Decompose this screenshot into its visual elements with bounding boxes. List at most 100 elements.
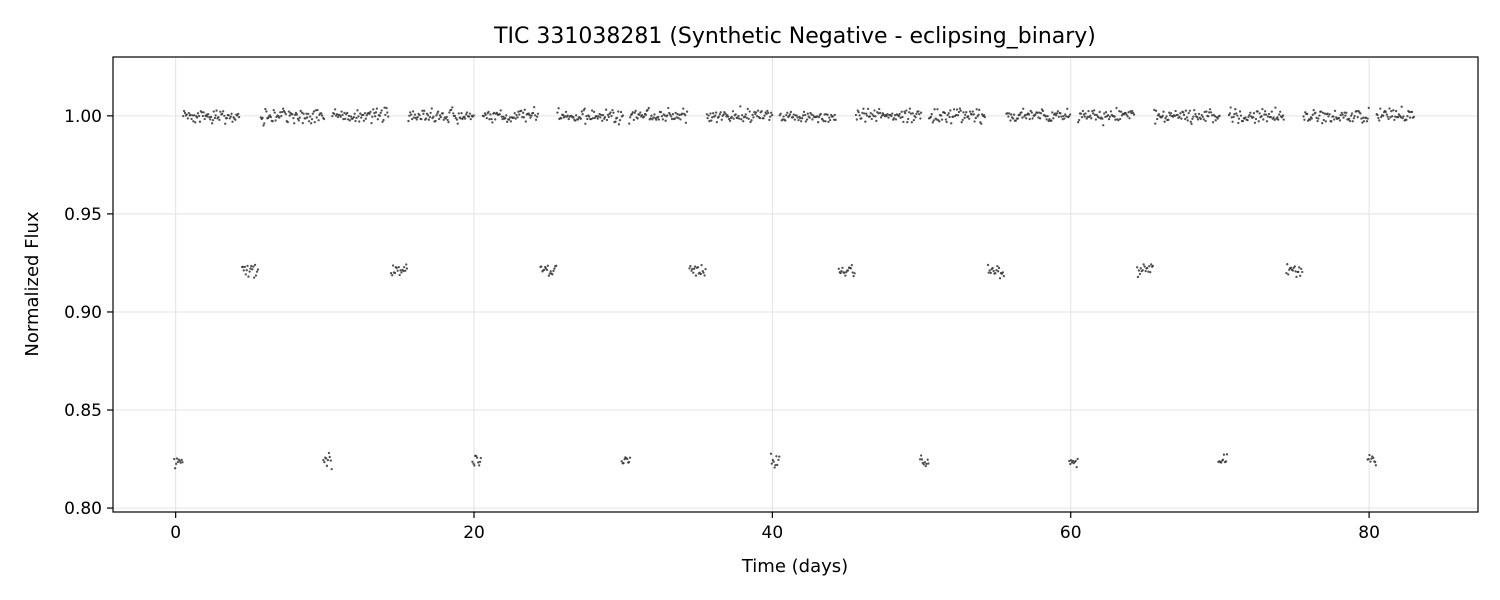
data-point: [933, 108, 936, 111]
data-point: [1179, 112, 1182, 115]
data-point: [678, 113, 681, 116]
data-point: [1174, 109, 1177, 113]
data-point: [1190, 122, 1193, 126]
data-point: [1210, 114, 1214, 117]
data-point: [530, 114, 533, 117]
data-point: [1208, 111, 1211, 114]
data-point: [663, 114, 666, 117]
data-point: [393, 271, 397, 275]
data-point: [1095, 113, 1098, 117]
data-point: [1263, 113, 1266, 116]
data-point: [336, 115, 340, 119]
data-point: [354, 119, 357, 123]
data-point: [727, 117, 731, 121]
data-point: [1279, 110, 1282, 113]
data-point: [775, 455, 778, 458]
data-point: [812, 114, 815, 117]
data-point: [252, 276, 256, 279]
data-point: [1370, 457, 1373, 460]
data-point: [601, 114, 605, 117]
data-point: [1241, 120, 1245, 123]
data-point: [690, 269, 693, 272]
data-point: [402, 269, 405, 273]
data-point: [342, 117, 345, 121]
data-point: [436, 110, 440, 113]
data-point: [374, 111, 378, 114]
data-point: [770, 462, 773, 465]
data-point: [1082, 113, 1086, 116]
data-point: [207, 113, 210, 116]
data-point: [269, 115, 272, 119]
data-point: [553, 267, 556, 270]
data-point: [1374, 460, 1377, 464]
data-point: [762, 117, 765, 120]
data-point: [1260, 115, 1263, 118]
data-point: [666, 114, 669, 117]
data-point: [819, 112, 822, 116]
data-point: [477, 461, 480, 464]
data-point: [1109, 110, 1113, 113]
data-point: [1077, 121, 1080, 124]
data-point: [963, 116, 966, 120]
data-point: [1369, 460, 1372, 463]
plot-frame: [112, 56, 1479, 513]
data-point: [310, 122, 313, 125]
data-point: [579, 117, 583, 120]
data-point: [827, 120, 830, 123]
data-point: [251, 268, 254, 271]
data-point: [383, 106, 386, 109]
data-point: [980, 122, 983, 125]
data-point: [664, 119, 667, 122]
data-point: [1012, 113, 1016, 116]
data-point: [720, 118, 723, 121]
data-point: [964, 113, 967, 117]
data-point: [585, 115, 588, 118]
data-point: [430, 107, 433, 110]
data-point: [1351, 120, 1354, 123]
data-point: [782, 115, 785, 118]
data-point: [463, 117, 467, 120]
data-point: [376, 118, 380, 121]
data-point: [1213, 115, 1217, 118]
data-point: [404, 269, 407, 272]
data-point: [1386, 115, 1389, 118]
data-point: [1274, 106, 1277, 109]
data-point: [869, 112, 872, 115]
data-point: [986, 263, 990, 267]
data-point: [195, 116, 199, 119]
data-point: [768, 118, 771, 122]
data-point: [1352, 117, 1356, 120]
data-point: [1300, 267, 1303, 271]
data-point: [948, 115, 951, 119]
data-point: [229, 115, 232, 118]
data-point: [326, 458, 330, 462]
data-point: [583, 107, 586, 110]
data-point: [1075, 465, 1078, 469]
data-point: [954, 113, 958, 117]
data-point: [748, 110, 751, 113]
data-point: [949, 109, 952, 112]
data-point: [1298, 266, 1301, 269]
data-point: [1107, 118, 1111, 121]
data-point: [475, 454, 478, 458]
data-point: [940, 118, 944, 121]
data-point: [688, 267, 691, 270]
data-point: [749, 120, 752, 124]
data-point: [633, 111, 636, 114]
data-point: [631, 111, 634, 114]
data-point: [455, 118, 459, 121]
data-point: [325, 464, 329, 467]
data-point: [797, 119, 800, 122]
data-point: [320, 112, 323, 115]
data-point: [298, 116, 301, 119]
data-point: [1001, 271, 1005, 274]
data-point: [1119, 117, 1122, 121]
data-point: [482, 115, 485, 118]
data-point: [317, 119, 320, 122]
data-point: [1339, 113, 1342, 117]
data-point: [574, 114, 578, 117]
data-point: [1323, 112, 1327, 115]
data-point: [849, 267, 852, 270]
data-point: [1131, 110, 1134, 113]
data-point: [651, 118, 654, 121]
